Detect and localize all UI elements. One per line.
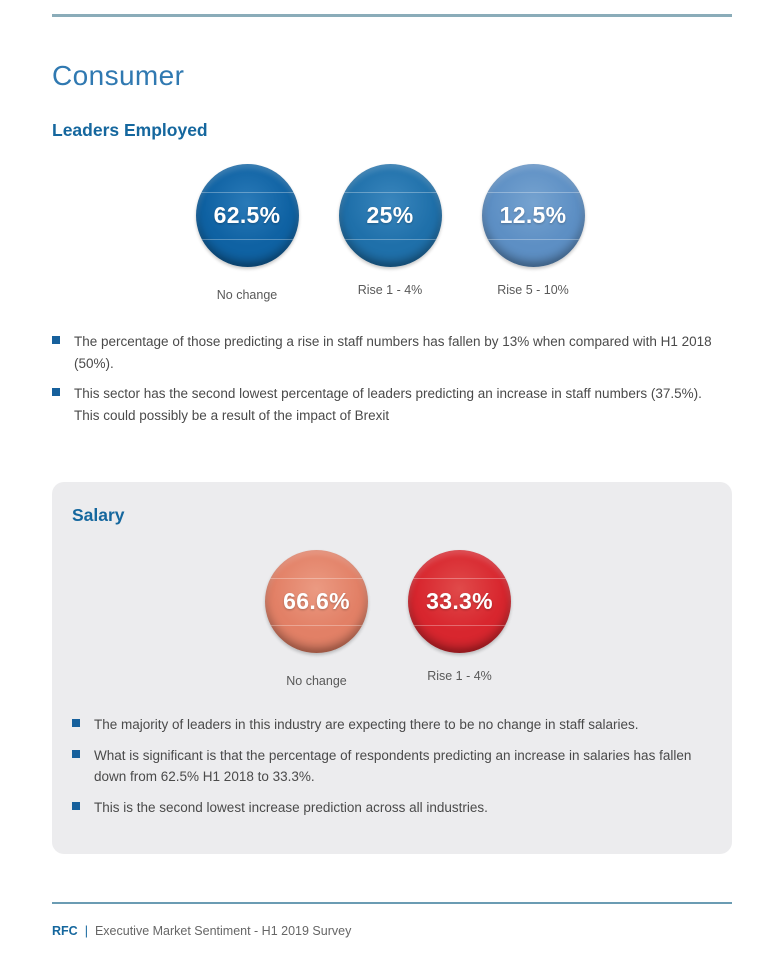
leaders-employed-chart: 62.5% No change 25% Rise 1 - 4% 12.5% Ri… [0,164,782,302]
stat-circle-no-change: 62.5% No change [195,164,299,302]
bullet-item: This sector has the second lowest percen… [52,383,728,426]
stat-label: Rise 1 - 4% [427,669,492,683]
page-footer: RFC | Executive Market Sentiment - H1 20… [52,924,351,938]
leaders-bullet-list: The percentage of those predicting a ris… [52,331,728,426]
footer-document-title: Executive Market Sentiment - H1 2019 Sur… [94,924,352,938]
bullet-text: The majority of leaders in this industry… [94,717,639,732]
salary-bullet-list: The majority of leaders in this industry… [72,714,708,818]
stat-value: 66.6% [283,588,350,614]
salary-section-panel: Salary 66.6% No change 33.3% Rise 1 - 4%… [52,482,732,854]
footer-separator: | [84,924,88,938]
bullet-square-icon [72,801,80,810]
stat-value: 62.5% [213,202,281,228]
bullet-square-icon [72,719,80,727]
page-title: Consumer [52,60,185,91]
bullet-text: This is the second lowest increase predi… [94,799,488,815]
stat-circle-rise-5-10: 12.5% Rise 5 - 10% [481,164,585,302]
footer-brand: RFC [52,924,78,938]
circle-badge: 33.3% [408,550,511,653]
stat-value: 25% [366,202,414,228]
stat-label: No change [216,288,278,302]
bullet-item: The percentage of those predicting a ris… [52,331,728,374]
bullet-text: This sector has the second lowest percen… [74,386,702,423]
bullet-square-icon [72,749,80,758]
bullet-square-icon [52,388,60,397]
stat-circle-rise-1-4: 25% Rise 1 - 4% [338,164,442,302]
footer-divider [52,902,732,904]
salary-heading: Salary [72,505,125,525]
stat-label: No change [286,674,347,688]
stat-label: Rise 1 - 4% [357,283,423,297]
stat-label: Rise 5 - 10% [497,283,569,297]
bullet-text: What is significant is that the percenta… [94,747,692,785]
bullet-item: What is significant is that the percenta… [72,745,708,788]
salary-chart: 66.6% No change 33.3% Rise 1 - 4% [48,550,728,688]
bullet-item: This is the second lowest increase predi… [72,797,708,819]
stat-value: 33.3% [426,588,493,614]
circle-badge: 62.5% [195,164,299,267]
circle-badge: 12.5% [481,164,585,267]
circle-badge: 25% [338,164,442,267]
stat-circle-no-change: 66.6% No change [265,550,369,688]
bullet-item: The majority of leaders in this industry… [72,714,708,736]
bullet-text: The percentage of those predicting a ris… [74,334,712,371]
top-divider [52,14,732,17]
leaders-employed-heading: Leaders Employed [52,120,208,140]
circle-badge: 66.6% [265,550,368,653]
bullet-square-icon [52,336,60,344]
stat-value: 12.5% [499,202,567,228]
stat-circle-rise-1-4: 33.3% Rise 1 - 4% [408,550,512,688]
